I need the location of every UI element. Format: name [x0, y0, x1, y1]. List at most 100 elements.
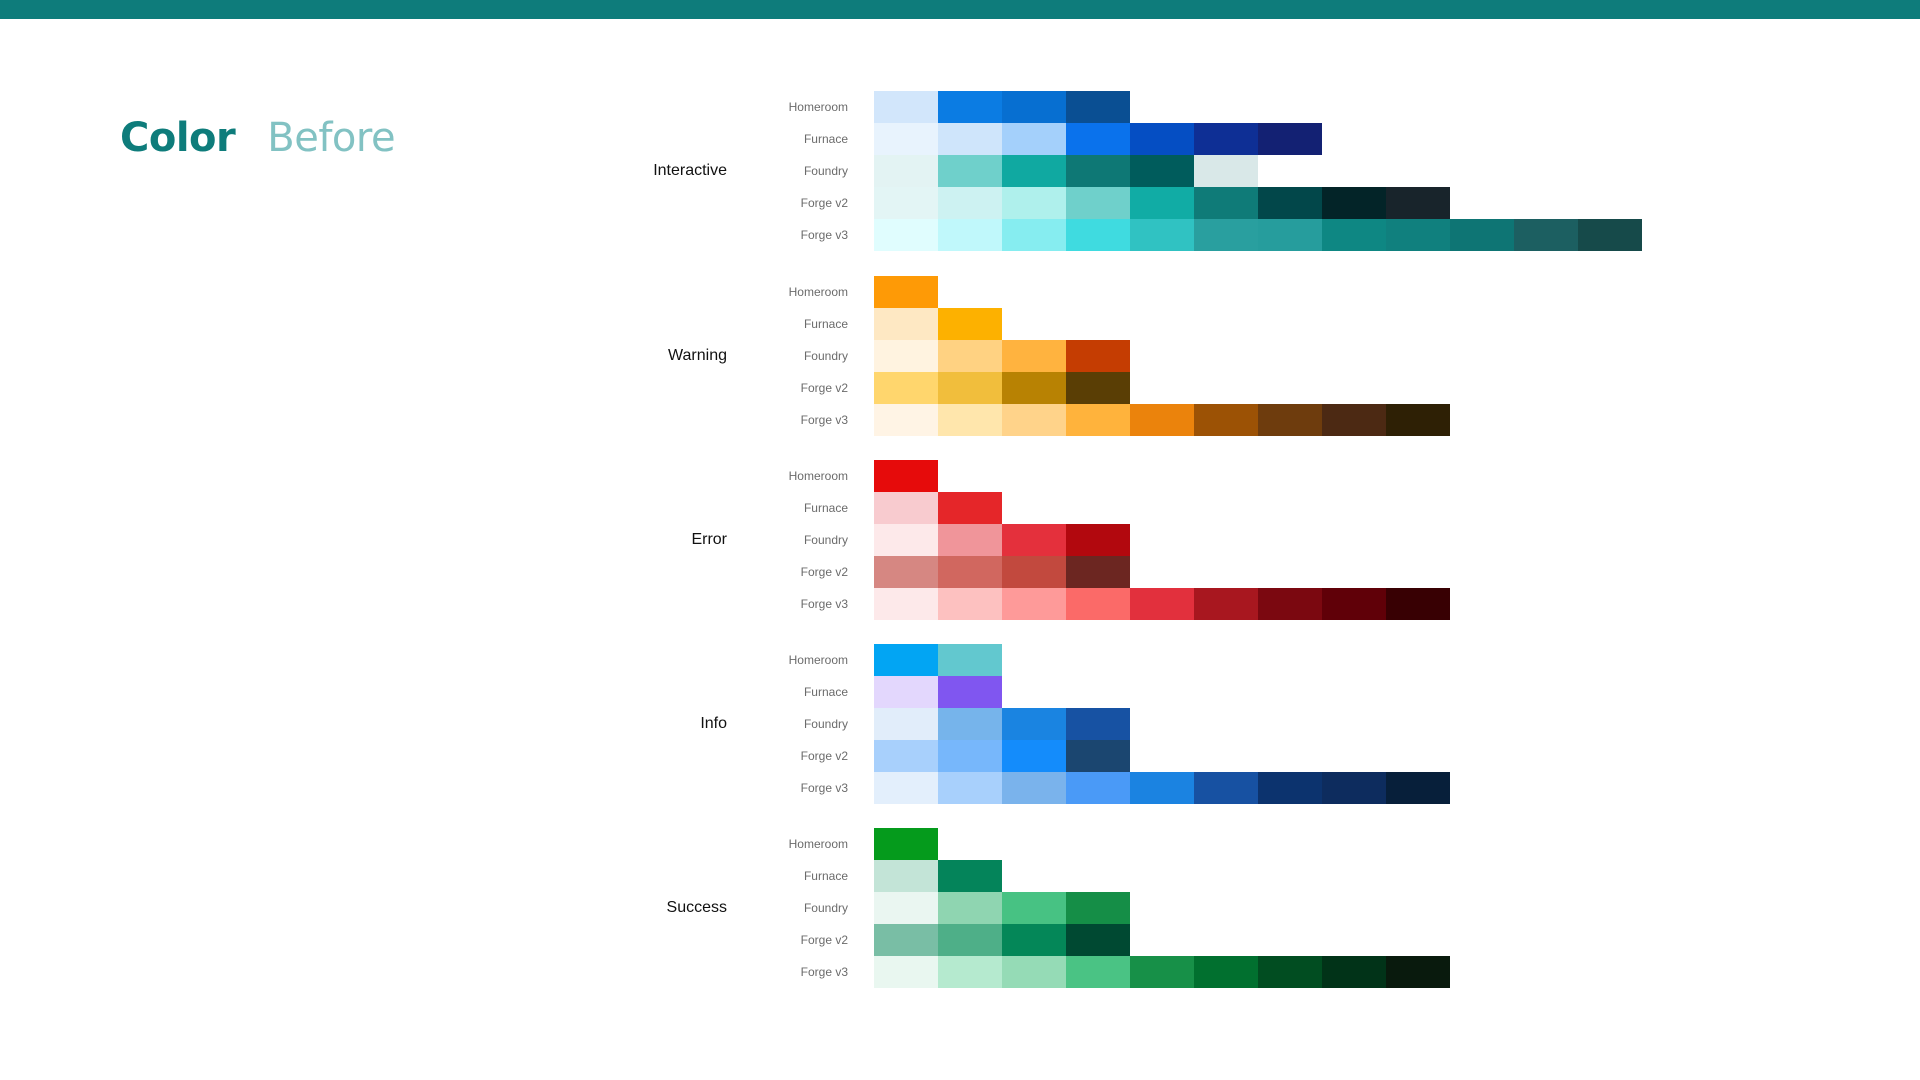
- page-title: Color Before: [120, 115, 396, 161]
- row-label: Furnace: [803, 501, 848, 515]
- color-swatch: [874, 956, 938, 988]
- color-swatch: [1066, 892, 1130, 924]
- title-secondary: Before: [267, 115, 396, 161]
- color-swatch: [874, 524, 938, 556]
- color-swatch: [1066, 372, 1130, 404]
- color-swatch: [874, 644, 938, 676]
- color-swatch: [938, 219, 1002, 251]
- color-swatch: [1194, 404, 1258, 436]
- color-swatch: [938, 956, 1002, 988]
- color-swatch: [938, 860, 1002, 892]
- color-swatch: [1066, 340, 1130, 372]
- color-swatch: [874, 772, 938, 804]
- color-swatch: [874, 892, 938, 924]
- row-label: Foundry: [803, 349, 848, 363]
- color-swatch: [1002, 556, 1066, 588]
- color-swatch: [938, 187, 1002, 219]
- color-swatch: [874, 308, 938, 340]
- color-swatch: [874, 460, 938, 492]
- row-label: Homeroom: [788, 469, 848, 483]
- color-swatch: [938, 772, 1002, 804]
- color-swatch: [938, 740, 1002, 772]
- group-label-warning: Warning: [668, 347, 727, 364]
- row-label: Furnace: [803, 869, 848, 883]
- row-label: Forge v3: [800, 413, 848, 427]
- color-swatch: [1002, 187, 1066, 219]
- row-label: Homeroom: [788, 285, 848, 299]
- color-swatch: [1066, 524, 1130, 556]
- color-swatch: [1066, 924, 1130, 956]
- color-swatch: [1194, 219, 1258, 251]
- color-swatch: [1514, 219, 1578, 251]
- color-swatch: [1258, 219, 1322, 251]
- color-swatch: [874, 740, 938, 772]
- color-swatch: [1066, 740, 1130, 772]
- color-swatch: [874, 187, 938, 219]
- color-swatch: [1386, 588, 1450, 620]
- row-label: Forge v3: [800, 965, 848, 979]
- color-swatch: [1322, 772, 1386, 804]
- color-swatch: [1002, 708, 1066, 740]
- color-swatch: [938, 91, 1002, 123]
- group-label-interactive: Interactive: [653, 162, 727, 179]
- color-swatch: [1002, 340, 1066, 372]
- color-swatch: [1322, 187, 1386, 219]
- row-label: Furnace: [803, 685, 848, 699]
- color-swatch: [1258, 187, 1322, 219]
- color-swatch: [1002, 772, 1066, 804]
- color-swatch: [1130, 404, 1194, 436]
- color-swatch: [1258, 772, 1322, 804]
- row-label: Homeroom: [788, 100, 848, 114]
- color-swatch: [874, 219, 938, 251]
- color-swatch: [1194, 155, 1258, 187]
- color-swatch: [938, 524, 1002, 556]
- color-swatch: [1002, 372, 1066, 404]
- color-swatch: [874, 492, 938, 524]
- color-swatch: [1002, 892, 1066, 924]
- color-swatch: [874, 828, 938, 860]
- color-swatch: [1322, 404, 1386, 436]
- color-swatch: [1066, 556, 1130, 588]
- color-swatch: [1066, 187, 1130, 219]
- color-swatch: [874, 676, 938, 708]
- color-swatch: [1322, 956, 1386, 988]
- color-swatch: [1386, 404, 1450, 436]
- row-label: Forge v2: [800, 565, 848, 579]
- color-swatch: [874, 860, 938, 892]
- row-label: Forge v3: [800, 597, 848, 611]
- color-swatch: [1002, 123, 1066, 155]
- color-swatch: [938, 308, 1002, 340]
- color-swatch: [1258, 404, 1322, 436]
- color-swatch: [1578, 219, 1642, 251]
- color-swatch: [1322, 588, 1386, 620]
- color-swatch: [1386, 772, 1450, 804]
- color-swatch: [1002, 588, 1066, 620]
- row-label: Forge v2: [800, 196, 848, 210]
- color-swatch: [1386, 956, 1450, 988]
- color-swatch: [874, 155, 938, 187]
- color-swatch: [1066, 219, 1130, 251]
- color-swatch: [938, 372, 1002, 404]
- color-swatch: [1066, 155, 1130, 187]
- row-label: Homeroom: [788, 837, 848, 851]
- color-swatch: [938, 644, 1002, 676]
- color-swatch: [1002, 404, 1066, 436]
- color-swatch: [874, 588, 938, 620]
- color-swatch: [1194, 772, 1258, 804]
- color-swatch: [1066, 404, 1130, 436]
- color-swatch: [938, 155, 1002, 187]
- color-swatch: [1002, 91, 1066, 123]
- color-swatch: [1194, 123, 1258, 155]
- top-accent-bar: [0, 0, 1920, 19]
- color-swatch: [938, 676, 1002, 708]
- group-label-info: Info: [700, 715, 727, 732]
- color-swatch: [1002, 956, 1066, 988]
- color-swatch: [874, 372, 938, 404]
- row-label: Foundry: [803, 533, 848, 547]
- color-swatch: [1066, 708, 1130, 740]
- row-label: Forge v2: [800, 749, 848, 763]
- color-swatch: [1066, 123, 1130, 155]
- color-swatch: [938, 892, 1002, 924]
- color-swatch: [874, 123, 938, 155]
